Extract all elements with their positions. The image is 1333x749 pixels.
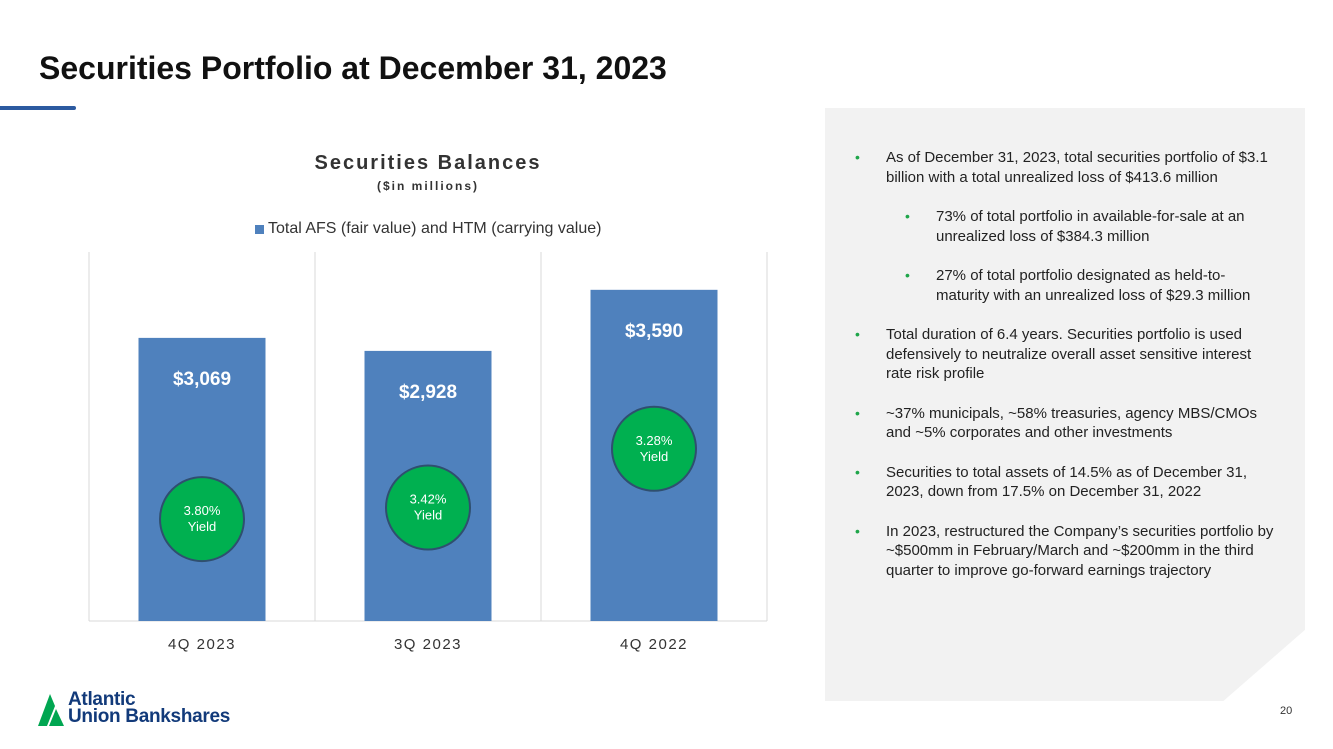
bar-value-label: $3,590 <box>625 321 683 342</box>
key-points-panel: As of December 31, 2023, total securitie… <box>825 108 1305 701</box>
legend-swatch <box>255 224 264 234</box>
chart-title: Securities Balances <box>314 152 542 174</box>
legend-label: Total AFS (fair value) and HTM (carrying… <box>268 220 602 237</box>
yield-circle <box>159 476 245 563</box>
chart-subtitle: ($in millions) <box>376 179 479 193</box>
triangle-logo-icon <box>38 694 64 726</box>
x-tick-label: 3Q 2023 <box>394 636 462 653</box>
bullet-item: As of December 31, 2023, total securitie… <box>855 148 1275 187</box>
logo-line-1: Atlantic <box>68 689 136 710</box>
yield-text-label: Yield <box>640 449 668 464</box>
company-logo: Atlantic Union Bankshares <box>38 690 230 726</box>
yield-rate-label: 3.80% <box>184 503 221 518</box>
sub-bullet-item: 27% of total portfolio designated as hel… <box>905 266 1256 305</box>
yield-rate-label: 3.28% <box>636 433 673 448</box>
page-title: Securities Portfolio at December 31, 202… <box>39 50 667 86</box>
bullet-item: Securities to total assets of 14.5% as o… <box>855 463 1275 502</box>
yield-rate-label: 3.42% <box>410 492 447 507</box>
title-underline <box>0 106 76 110</box>
page-number: 20 <box>1280 705 1293 717</box>
bar-value-label: $3,069 <box>173 369 231 390</box>
x-tick-label: 4Q 2022 <box>620 636 688 653</box>
sub-bullet-item: 73% of total portfolio in available-for-… <box>905 207 1256 246</box>
bullet-item: Total duration of 6.4 years. Securities … <box>855 325 1275 384</box>
yield-text-label: Yield <box>188 519 216 534</box>
bullet-list: As of December 31, 2023, total securitie… <box>855 148 1275 600</box>
yield-circle <box>611 405 697 492</box>
x-tick-label: 4Q 2023 <box>168 636 236 653</box>
yield-text-label: Yield <box>414 508 442 523</box>
bar-value-label: $2,928 <box>399 382 457 403</box>
chart-legend: Total AFS (fair value) and HTM (carrying… <box>255 220 601 238</box>
securities-balances-chart: Securities Balances ($in millions) Total… <box>0 140 800 680</box>
bullet-item: ~37% municipals, ~58% treasuries, agency… <box>855 404 1275 443</box>
logo-wordmark: Atlantic Union Bankshares <box>68 689 231 727</box>
yield-circle <box>385 464 471 551</box>
bullet-item: In 2023, restructured the Company’s secu… <box>855 522 1275 581</box>
logo-line-2: Union Bankshares <box>68 706 231 727</box>
